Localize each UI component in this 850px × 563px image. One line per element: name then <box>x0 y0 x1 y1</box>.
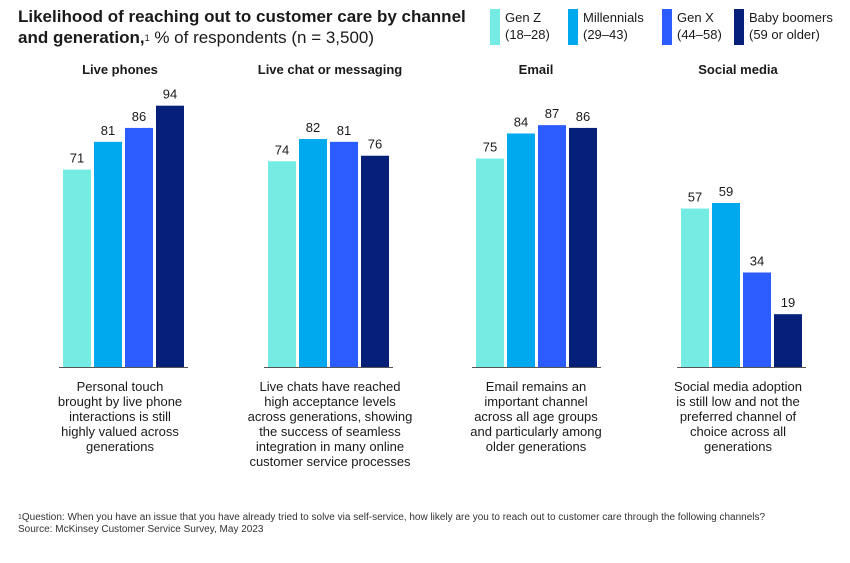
annotation-live-phones: Personal touch brought by live phone inter… <box>58 379 182 454</box>
footnote-source: Source: McKinsey Customer Service Survey… <box>18 524 264 535</box>
legend-label-baby-boomers: Baby boomers (59 or older) <box>749 9 833 43</box>
annotation-line: choice across all <box>690 424 786 439</box>
legend: Gen Z (18–28) Millennials (29–43) Gen X (44… <box>490 9 850 49</box>
annotation-line: across all age groups <box>474 409 598 424</box>
bar-live-phones-baby-boomers <box>156 105 184 368</box>
bar-email-baby-boomers <box>569 127 597 367</box>
title-text: Likelihood of reaching out to customer c… <box>18 7 466 47</box>
annotation-line: and particularly among <box>470 424 602 439</box>
bar-live-chat-or-messaging-baby-boomers <box>361 155 389 367</box>
bar-email-gen-z <box>476 158 504 367</box>
data-label-email-millennials: 84 <box>514 114 528 129</box>
annotation-line: is still low and not the <box>676 394 800 409</box>
bar-social-media-baby-boomers <box>774 314 802 367</box>
data-label-live-chat-or-messaging-gen-z: 74 <box>275 142 289 157</box>
annotation-line: highly valued across <box>61 424 179 439</box>
bar-live-chat-or-messaging-millennials <box>299 139 327 367</box>
data-label-live-phones-millennials: 81 <box>101 123 115 138</box>
chart-title: Likelihood of reaching out to customer c… <box>18 6 468 48</box>
bar-live-phones-gen-z <box>63 169 91 367</box>
legend-range: (44–58) <box>677 27 722 42</box>
annotation-line: Email remains an <box>486 379 586 394</box>
legend-range: (29–43) <box>583 27 628 42</box>
data-label-email-gen-x: 87 <box>545 106 559 121</box>
legend-label-gen-z: Gen Z (18–28) <box>505 9 550 43</box>
data-label-email-baby-boomers: 86 <box>576 109 590 124</box>
data-label-live-phones-gen-z: 71 <box>70 151 84 166</box>
data-label-email-gen-z: 75 <box>483 140 497 155</box>
footnote-question: 1Question: When you have an issue that y… <box>18 512 818 524</box>
legend-swatch-gen-z <box>490 9 500 45</box>
legend-range: (18–28) <box>505 27 550 42</box>
legend-label-gen-x: Gen X (44–58) <box>677 9 722 43</box>
annotation-line: Personal touch <box>77 379 164 394</box>
annotation-line: Social media adoption <box>674 379 802 394</box>
bar-email-gen-x <box>538 125 566 367</box>
annotation-line: customer service processes <box>249 454 411 469</box>
legend-name: Baby boomers <box>749 10 833 25</box>
data-label-social-media-baby-boomers: 19 <box>781 295 795 310</box>
category-label-live-chat-or-messaging: Live chat or messaging <box>258 62 403 77</box>
bar-social-media-gen-z <box>681 208 709 367</box>
legend-name: Gen X <box>677 10 714 25</box>
category-label-social-media: Social media <box>698 62 778 77</box>
bar-social-media-millennials <box>712 202 740 367</box>
data-label-social-media-millennials: 59 <box>719 184 733 199</box>
legend-swatch-baby-boomers <box>734 9 744 45</box>
annotation-line: generations <box>704 439 772 454</box>
annotation-line: interactions is still <box>69 409 171 424</box>
annotation-line: generations <box>86 439 154 454</box>
annotation-line: brought by live phone <box>58 394 182 409</box>
bar-chart: Live phones 71 81 86 94 Personal touch brought… <box>58 62 806 469</box>
annotation-line: integration in many online <box>256 439 404 454</box>
footnote: 1Question: When you have an issue that y… <box>18 512 818 536</box>
data-label-live-chat-or-messaging-gen-x: 81 <box>337 123 351 138</box>
bar-email-millennials <box>507 133 535 367</box>
bar-live-chat-or-messaging-gen-x <box>330 141 358 367</box>
category-label-live-phones: Live phones <box>82 62 158 77</box>
bar-social-media-gen-x <box>743 272 771 367</box>
data-label-live-phones-baby-boomers: 94 <box>163 87 177 102</box>
legend-name: Gen Z <box>505 10 542 25</box>
annotation-line: preferred channel of <box>680 409 797 424</box>
chart-subtitle: % of respondents (n = 3,500) <box>154 28 375 47</box>
legend-range: (59 or older) <box>749 27 820 42</box>
annotation-social-media: Social media adoption is still low and no… <box>674 379 802 454</box>
legend-label-millennials: Millennials (29–43) <box>583 9 644 43</box>
footnote-marker: 1 <box>18 514 22 521</box>
annotation-line: older generations <box>486 439 587 454</box>
annotation-line: the success of seamless <box>259 424 401 439</box>
annotation-line: across generations, showing <box>248 409 413 424</box>
bar-live-chat-or-messaging-gen-z <box>268 161 296 367</box>
legend-swatch-gen-x <box>662 9 672 45</box>
category-label-email: Email <box>519 62 554 77</box>
bar-live-phones-gen-x <box>125 127 153 367</box>
annotation-line: important channel <box>484 394 587 409</box>
data-label-live-chat-or-messaging-baby-boomers: 76 <box>368 137 382 152</box>
annotation-line: Live chats have reached <box>260 379 401 394</box>
data-label-live-chat-or-messaging-millennials: 82 <box>306 120 320 135</box>
bar-live-phones-millennials <box>94 141 122 367</box>
data-label-social-media-gen-z: 57 <box>688 190 702 205</box>
legend-name: Millennials <box>583 10 644 25</box>
annotation-email: Email remains an important channel across … <box>470 379 602 454</box>
data-label-social-media-gen-x: 34 <box>750 253 764 268</box>
title-footnote-marker: 1 <box>144 33 150 43</box>
annotation-live-chat-or-messaging: Live chats have reached high acceptance l… <box>248 379 413 469</box>
data-label-live-phones-gen-x: 86 <box>132 109 146 124</box>
legend-swatch-millennials <box>568 9 578 45</box>
annotation-line: high acceptance levels <box>264 394 396 409</box>
footnote-question-text: Question: When you have an issue that yo… <box>21 512 766 523</box>
